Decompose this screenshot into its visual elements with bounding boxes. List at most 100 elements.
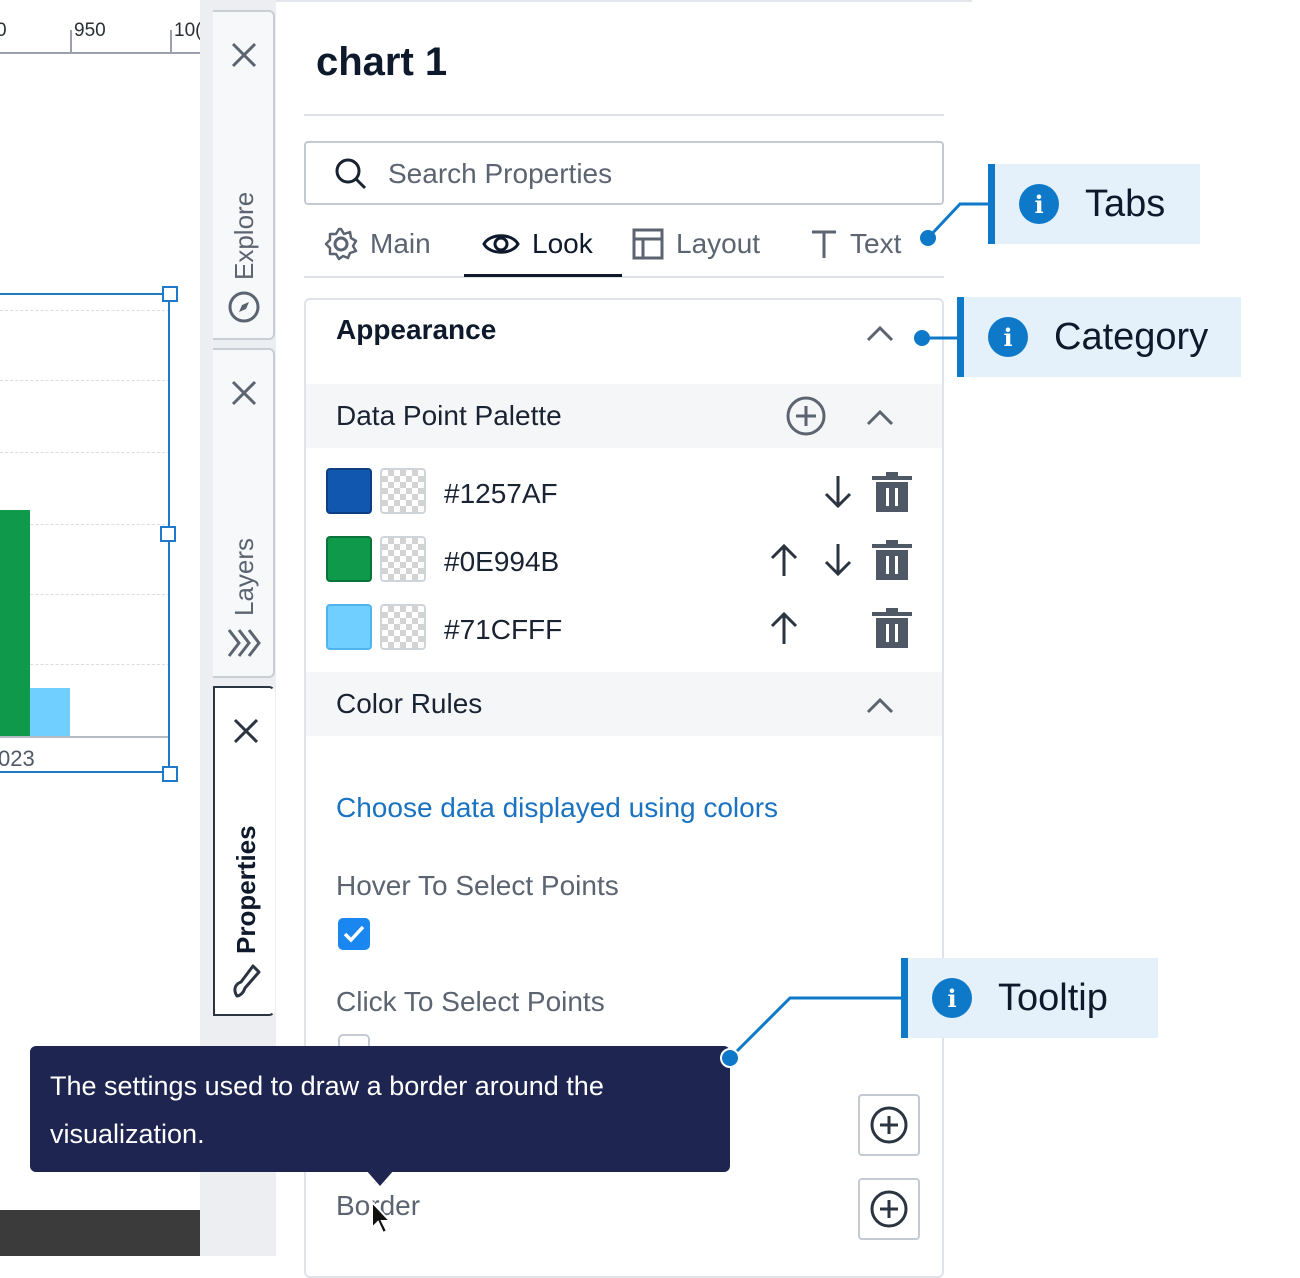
search-input[interactable] xyxy=(386,153,910,195)
callout-connector xyxy=(914,330,962,346)
ruler-tick xyxy=(70,30,72,52)
choose-data-link[interactable]: Choose data displayed using colors xyxy=(336,792,779,823)
color-hex[interactable]: #71CFFF xyxy=(444,614,563,645)
trash-icon[interactable] xyxy=(872,540,912,580)
color-hex[interactable]: #1257AF xyxy=(444,478,558,509)
chart-bar-green[interactable] xyxy=(0,510,30,736)
layers-icon xyxy=(227,629,261,657)
color-hex[interactable]: #0E994B xyxy=(444,546,560,577)
callout-tabs: i Tabs xyxy=(988,164,1200,244)
side-tab-label: Explore xyxy=(229,191,259,280)
hover-select-label: Hover To Select Points xyxy=(336,870,619,901)
resize-handle[interactable] xyxy=(162,766,178,782)
chart-axis-line xyxy=(0,736,170,738)
add-setting-button[interactable] xyxy=(858,1094,920,1156)
callout-category: i Category xyxy=(957,297,1241,377)
check-icon xyxy=(343,925,365,943)
callout-label: Category xyxy=(1054,315,1209,358)
title-divider xyxy=(304,114,944,116)
text-icon xyxy=(812,230,836,258)
trash-icon[interactable] xyxy=(872,608,912,648)
info-icon: i xyxy=(932,978,972,1018)
add-circle-icon xyxy=(870,1190,908,1228)
ruler-tick xyxy=(170,30,172,52)
trash-icon[interactable] xyxy=(872,472,912,512)
callout-label: Tooltip xyxy=(998,976,1108,1019)
callout-connector xyxy=(920,202,992,246)
gridline xyxy=(0,524,170,525)
ruler-baseline xyxy=(0,52,200,54)
tab-main[interactable]: Main xyxy=(324,220,431,268)
color-rules-header xyxy=(306,672,942,736)
chart-axis-label: 023 xyxy=(0,746,35,771)
eye-icon xyxy=(482,234,520,254)
tab-label: Main xyxy=(370,228,431,259)
side-tab-properties[interactable]: Properties xyxy=(213,686,275,1016)
compass-icon xyxy=(228,291,260,323)
layout-icon xyxy=(632,228,664,260)
gridline xyxy=(0,310,170,311)
gridline xyxy=(0,594,170,595)
tab-layout[interactable]: Layout xyxy=(632,220,760,268)
chevron-up-icon[interactable] xyxy=(866,324,894,342)
tab-label: Layout xyxy=(676,228,761,259)
dark-footer-strip xyxy=(0,1210,200,1256)
tab-label: Look xyxy=(532,228,593,259)
add-circle-icon[interactable] xyxy=(786,396,826,436)
info-icon: i xyxy=(988,317,1028,357)
color-rules-title: Color Rules xyxy=(336,688,483,719)
close-icon[interactable] xyxy=(231,42,257,68)
click-select-label: Click To Select Points xyxy=(336,986,605,1017)
close-icon[interactable] xyxy=(231,380,257,406)
ruler-label: 0 xyxy=(0,20,7,41)
tabs-divider xyxy=(304,276,944,278)
palette-title: Data Point Palette xyxy=(336,400,562,431)
transparency-swatch[interactable] xyxy=(380,468,426,514)
panel-title: chart 1 xyxy=(316,40,448,84)
side-tab-layers[interactable]: Layers xyxy=(213,348,275,678)
arrow-up-icon[interactable] xyxy=(768,610,800,646)
gridline xyxy=(0,380,170,381)
ruler-label: 10( xyxy=(174,20,200,41)
panel-top-border xyxy=(276,0,972,2)
callout-label: Tabs xyxy=(1085,182,1166,225)
search-box[interactable] xyxy=(304,141,944,205)
palette-header xyxy=(306,384,942,448)
color-swatch[interactable] xyxy=(326,604,372,650)
hover-select-checkbox[interactable] xyxy=(338,918,370,950)
resize-handle[interactable] xyxy=(162,286,178,302)
arrow-down-icon[interactable] xyxy=(822,542,854,578)
ruler-label: 950 xyxy=(74,20,106,41)
selection-frame[interactable] xyxy=(0,293,170,773)
resize-handle[interactable] xyxy=(160,526,176,542)
active-tab-indicator xyxy=(464,274,622,277)
tab-look[interactable]: Look xyxy=(482,220,593,268)
arrow-down-icon[interactable] xyxy=(822,474,854,510)
chart-bar-light-blue[interactable] xyxy=(30,688,70,736)
tab-label: Text xyxy=(850,228,902,259)
chevron-up-icon[interactable] xyxy=(866,408,894,426)
brush-icon xyxy=(233,964,261,998)
tab-text[interactable]: Text xyxy=(810,220,901,268)
info-icon: i xyxy=(1019,184,1059,224)
side-tab-label: Properties xyxy=(231,825,261,954)
arrow-up-icon[interactable] xyxy=(768,542,800,578)
close-icon[interactable] xyxy=(233,718,259,744)
transparency-swatch[interactable] xyxy=(380,536,426,582)
add-border-button[interactable] xyxy=(858,1178,920,1240)
chevron-up-icon[interactable] xyxy=(866,696,894,714)
color-swatch[interactable] xyxy=(326,536,372,582)
tooltip: The settings used to draw a border aroun… xyxy=(30,1046,730,1172)
gear-icon xyxy=(324,227,358,261)
transparency-swatch[interactable] xyxy=(380,604,426,650)
gridline xyxy=(0,664,170,665)
mouse-cursor-icon xyxy=(371,1199,393,1235)
category-title: Appearance xyxy=(336,314,497,345)
color-swatch[interactable] xyxy=(326,468,372,514)
callout-tooltip: i Tooltip xyxy=(901,958,1158,1038)
search-icon xyxy=(335,158,367,190)
gridline xyxy=(0,452,170,453)
callout-connector xyxy=(720,996,904,1068)
tooltip-arrow xyxy=(366,1170,394,1186)
side-tab-explore[interactable]: Explore xyxy=(213,10,275,340)
